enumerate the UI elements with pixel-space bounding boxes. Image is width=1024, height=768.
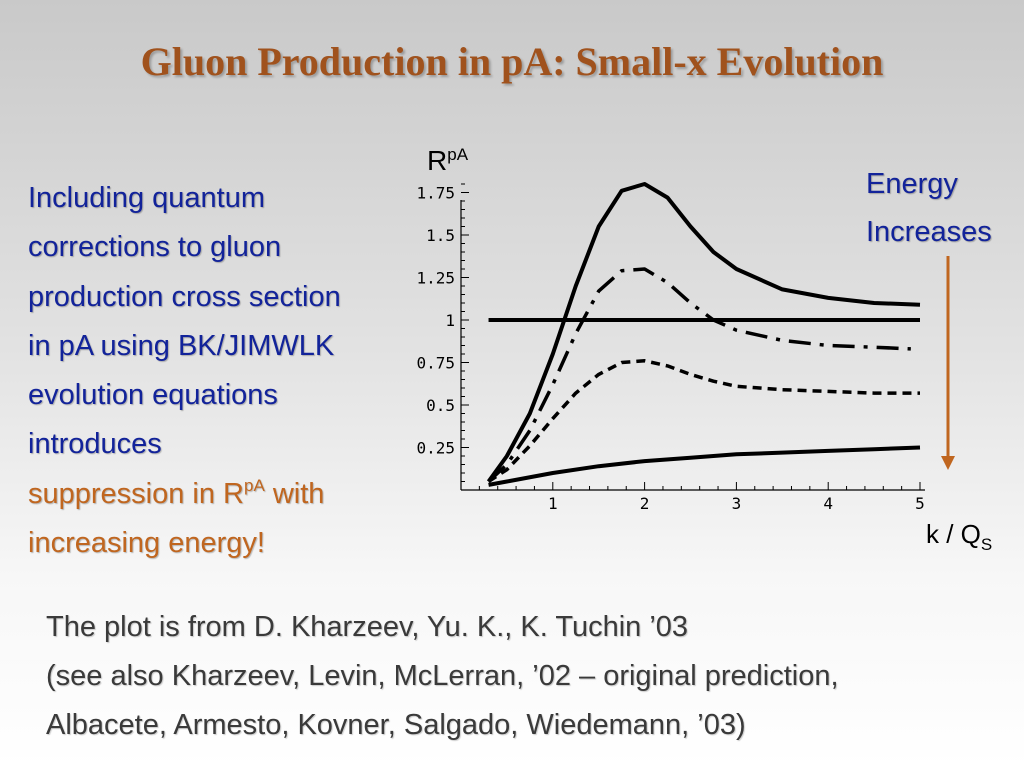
body-line: in pA using BK/JIMWLK (28, 329, 335, 362)
highlight-superscript: pA (244, 475, 265, 495)
slide-title: Gluon Production in pA: Small-x Evolutio… (140, 39, 884, 84)
x-axis-label: k / QS (926, 519, 992, 554)
series-line-5 (488, 445, 921, 487)
highlight-line: suppression in RpA with (28, 470, 408, 519)
y-tick-label: 0.25 (416, 439, 455, 458)
series-line-1 (486, 182, 921, 483)
x-tick-label: 2 (640, 494, 650, 513)
highlight-line: increasing energy! (28, 527, 265, 560)
x-tick-label: 5 (915, 494, 925, 513)
citation-line: (see also Kharzeev, Levin, McLerran, ’02… (46, 660, 839, 692)
energy-label: Energy Increases (866, 160, 992, 256)
body-line: corrections to gluon (28, 231, 282, 264)
energy-label-line: Increases (866, 216, 992, 248)
series-line-4 (487, 359, 920, 483)
citation-text: The plot is from D. Kharzeev, Yu. K., K.… (46, 603, 839, 750)
down-arrow-icon (941, 256, 955, 470)
y-tick-label: 1.5 (426, 226, 455, 245)
body-line: introduces (28, 428, 162, 461)
rpa-chart: RpA k / QS 1 2 3 4 5 0.25 0.5 0.75 1 1.25 1.5 1.75 (416, 145, 992, 554)
y-tick-label: 0.75 (416, 354, 455, 373)
body-line: evolution equations (28, 379, 278, 412)
highlight-text: suppression in R (28, 477, 244, 510)
body-line: Including quantum (28, 182, 265, 214)
y-tick-label: 0.5 (426, 396, 455, 415)
y-axis-label: RpA (427, 145, 469, 176)
body-text: Including quantum corrections to gluon p… (28, 174, 408, 568)
y-tick-label: 1 (445, 311, 455, 330)
y-tick-label: 1.25 (416, 269, 455, 288)
x-tick-label: 3 (732, 494, 742, 513)
series-line-2 (487, 267, 911, 483)
citation-line: Albacete, Armesto, Kovner, Salgado, Wied… (46, 709, 746, 741)
body-line: production cross section (28, 280, 341, 313)
citation-line: The plot is from D. Kharzeev, Yu. K., K.… (46, 611, 689, 643)
x-tick-label: 1 (548, 494, 558, 513)
x-tick-label: 4 (823, 494, 833, 513)
highlight-text-end: with (264, 477, 325, 510)
y-tick-label: 1.75 (416, 184, 455, 203)
energy-label-line: Energy (866, 168, 958, 200)
